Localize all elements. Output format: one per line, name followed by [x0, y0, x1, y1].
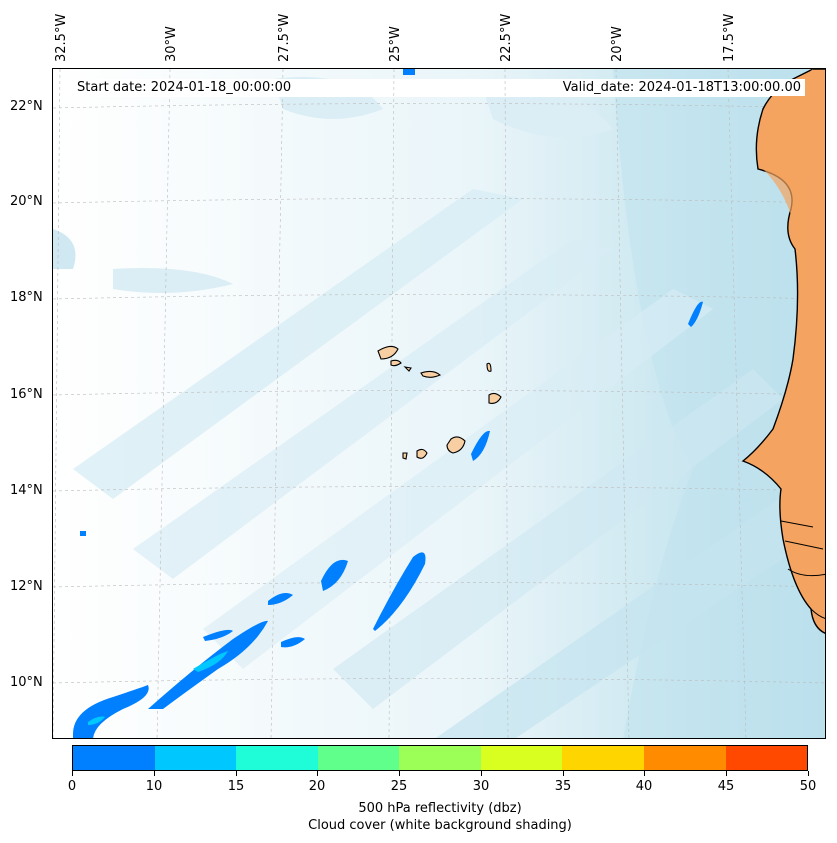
colorbar-tick-label: 50	[799, 779, 817, 794]
colorbar-tick	[726, 771, 727, 776]
lon-label-22-5w: 22.5°W	[499, 13, 514, 62]
colorbar-tick	[236, 771, 237, 776]
colorbar-tick-label: 0	[67, 779, 77, 794]
lat-label-12n: 12°N	[10, 579, 43, 594]
reflectivity-echoes-10-15	[88, 651, 228, 725]
colorbar-label: 500 hPa reflectivity (dbz)	[358, 801, 522, 816]
colorbar-segment	[643, 746, 726, 770]
colorbar-segment	[317, 746, 400, 770]
colorbar-segment	[399, 746, 481, 770]
lat-label-14n: 14°N	[10, 483, 43, 498]
colorbar-tick-label: 40	[635, 779, 653, 794]
lon-label-32-5w: 32.5°W	[54, 13, 69, 62]
colorbar-tick-label: 20	[308, 779, 326, 794]
colorbar-tick	[563, 771, 564, 776]
lat-label-16n: 16°N	[10, 387, 43, 402]
colorbar-segment	[154, 746, 237, 770]
colorbar-tick-label: 15	[227, 779, 245, 794]
colorbar-tick	[154, 771, 155, 776]
lat-label-18n: 18°N	[10, 290, 43, 305]
lat-label-10n: 10°N	[10, 675, 43, 690]
reflectivity-echoes	[73, 69, 825, 738]
colorbar-segment	[236, 746, 318, 770]
colorbar-segment	[73, 746, 155, 770]
colorbar-tick-label: 35	[554, 779, 572, 794]
colorbar-tick	[317, 771, 318, 776]
colorbar-tick	[808, 771, 809, 776]
lon-label-20w: 20°W	[610, 26, 625, 62]
reflectivity-colorbar	[72, 745, 808, 771]
colorbar-tick-label: 10	[145, 779, 163, 794]
valid-date-label: Valid_date: 2024-01-18T13:00:00.00	[558, 79, 805, 96]
colorbar-tick-label: 25	[390, 779, 408, 794]
start-date-label: Start date: 2024-01-18_00:00:00	[73, 79, 296, 96]
colorbar-tick	[644, 771, 645, 776]
lon-label-30w: 30°W	[164, 26, 179, 62]
colorbar-sublabel: Cloud cover (white background shading)	[308, 818, 572, 833]
colorbar-tick-label: 30	[472, 779, 490, 794]
africa-landmass	[741, 69, 825, 634]
colorbar-tick	[72, 771, 73, 776]
colorbar-segment	[480, 746, 563, 770]
map-panel[interactable]: Start date: 2024-01-18_00:00:00 Valid_da…	[52, 68, 826, 739]
colorbar-tick	[399, 771, 400, 776]
colorbar-segment	[725, 746, 808, 770]
lon-label-27-5w: 27.5°W	[277, 13, 292, 62]
lon-label-17-5w: 17.5°W	[722, 13, 737, 62]
colorbar-tick-label: 45	[717, 779, 735, 794]
map-canvas	[53, 69, 825, 738]
cloud-cover-shading	[53, 69, 825, 738]
lon-label-25w: 25°W	[388, 26, 403, 62]
lat-label-20n: 20°N	[10, 194, 43, 209]
colorbar-tick	[481, 771, 482, 776]
graticule	[53, 69, 825, 738]
cape-verde-islands[interactable]	[377, 345, 502, 460]
colorbar-segment	[562, 746, 644, 770]
lat-label-22n: 22°N	[10, 99, 43, 114]
